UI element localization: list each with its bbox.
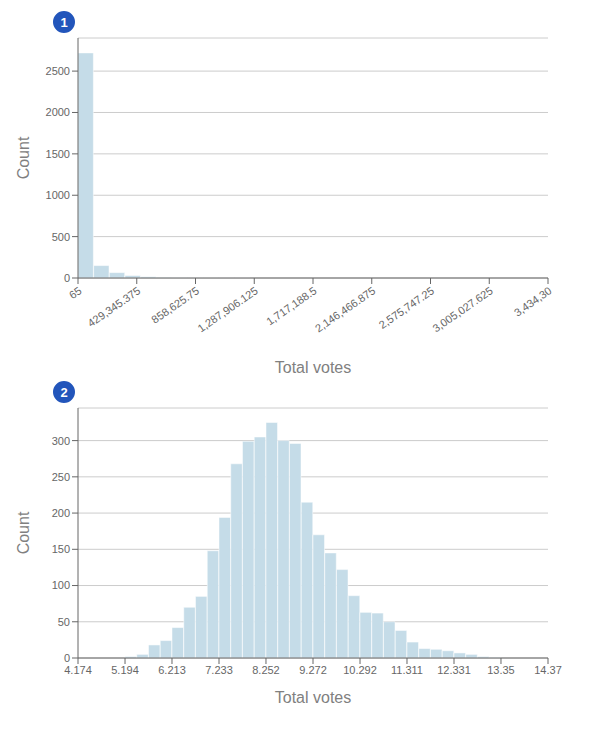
svg-text:50: 50 [58,616,70,628]
svg-text:Count: Count [15,511,32,554]
html-text:1: 1 [60,14,68,30]
svg-text:250: 250 [52,471,70,483]
svg-text:65: 65 [67,284,84,301]
svg-text:500: 500 [52,231,70,243]
svg-text:300: 300 [52,435,70,447]
svg-text:2,146,466.875: 2,146,466.875 [313,284,378,334]
svg-text:1500: 1500 [46,148,70,160]
svg-text:6.213: 6.213 [158,664,186,676]
svg-text:11.311: 11.311 [391,664,423,676]
svg-text:2500: 2500 [46,65,70,77]
svg-text:Total votes: Total votes [275,359,351,376]
svg-text:8.252: 8.252 [252,664,280,676]
svg-text:150: 150 [52,543,70,555]
svg-text:14.37: 14.37 [534,664,562,676]
svg-text:858,625.75: 858,625.75 [149,284,201,325]
html-text:2: 2 [60,384,68,400]
svg-text:5.194: 5.194 [111,664,139,676]
svg-text:10.292: 10.292 [343,664,377,676]
svg-text:429,345.375: 429,345.375 [85,284,142,329]
svg-text:2,575,747.25: 2,575,747.25 [377,284,437,331]
svg-text:3,434,30: 3,434,30 [512,284,554,318]
svg-text:4.174: 4.174 [64,664,92,676]
svg-text:0: 0 [64,272,70,284]
svg-text:2000: 2000 [46,106,70,118]
svg-text:200: 200 [52,507,70,519]
svg-text:12.331: 12.331 [437,664,471,676]
svg-text:Count: Count [15,136,32,179]
svg-text:3,005,027.625: 3,005,027.625 [430,284,495,334]
svg-text:Total votes: Total votes [275,689,351,706]
svg-text:1,287,906.125: 1,287,906.125 [195,284,260,334]
svg-text:1000: 1000 [46,189,70,201]
svg-text:13.35: 13.35 [487,664,515,676]
svg-text:1,717,188.5: 1,717,188.5 [264,284,318,327]
svg-text:100: 100 [52,579,70,591]
svg-text:7.233: 7.233 [205,664,233,676]
svg-text:0: 0 [64,652,70,664]
svg-text:9.272: 9.272 [299,664,327,676]
